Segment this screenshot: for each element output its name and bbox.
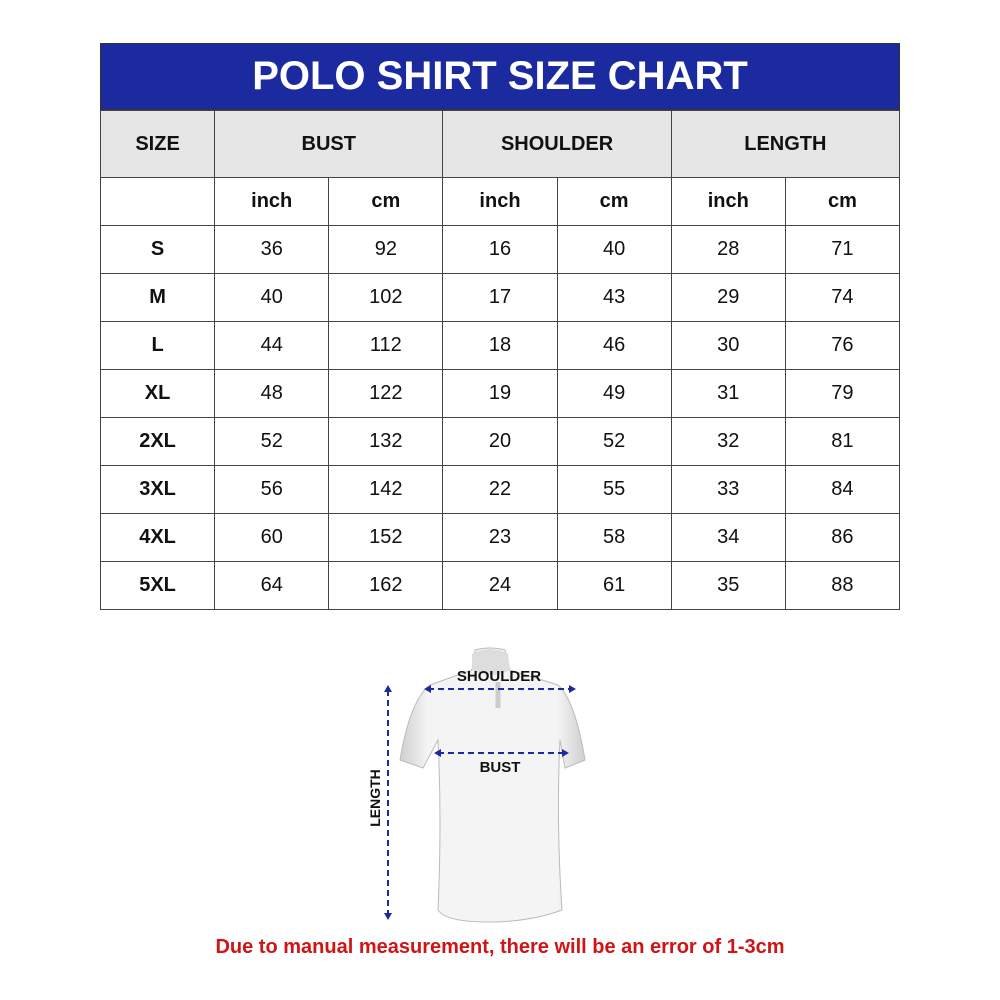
value-cell: 60 xyxy=(214,513,330,562)
unit-cell: cm xyxy=(328,177,444,226)
value-cell: 36 xyxy=(214,225,330,274)
size-cell: 4XL xyxy=(99,513,216,562)
size-cell: 3XL xyxy=(99,465,216,514)
size-cell: 5XL xyxy=(99,561,216,610)
unit-cell: inch xyxy=(670,177,786,226)
value-cell: 52 xyxy=(214,417,330,466)
length-label: LENGTH xyxy=(367,769,383,827)
value-cell: 32 xyxy=(670,417,786,466)
value-cell: 29 xyxy=(670,273,786,322)
value-cell: 88 xyxy=(784,561,901,610)
size-cell: M xyxy=(99,273,216,322)
unit-cell: inch xyxy=(214,177,330,226)
value-cell: 18 xyxy=(442,321,558,370)
value-cell: 40 xyxy=(214,273,330,322)
value-cell: 48 xyxy=(214,369,330,418)
value-cell: 61 xyxy=(556,561,672,610)
value-cell: 16 xyxy=(442,225,558,274)
value-cell: 40 xyxy=(556,225,672,274)
unit-cell: cm xyxy=(784,177,901,226)
shoulder-label: SHOULDER xyxy=(457,668,541,685)
header-row: SIZE BUST SHOULDER LENGTH xyxy=(99,110,901,178)
unit-row: inch cm inch cm inch cm xyxy=(99,177,901,226)
table-row: 3XL 56 142 22 55 33 84 xyxy=(99,465,901,514)
value-cell: 81 xyxy=(784,417,901,466)
collar xyxy=(472,649,510,675)
size-cell: XL xyxy=(99,369,216,418)
value-cell: 55 xyxy=(556,465,672,514)
value-cell: 22 xyxy=(442,465,558,514)
value-cell: 162 xyxy=(328,561,444,610)
value-cell: 17 xyxy=(442,273,558,322)
table-row: L 44 112 18 46 30 76 xyxy=(99,321,901,370)
bust-label: BUST xyxy=(480,759,521,776)
value-cell: 23 xyxy=(442,513,558,562)
value-cell: 142 xyxy=(328,465,444,514)
shirt-body xyxy=(399,647,586,923)
value-cell: 49 xyxy=(556,369,672,418)
value-cell: 30 xyxy=(670,321,786,370)
value-cell: 52 xyxy=(556,417,672,466)
size-table: SIZE BUST SHOULDER LENGTH inch cm inch c… xyxy=(99,110,901,610)
table-row: 2XL 52 132 20 52 32 81 xyxy=(99,417,901,466)
value-cell: 122 xyxy=(328,369,444,418)
header-length: LENGTH xyxy=(670,110,901,178)
value-cell: 76 xyxy=(784,321,901,370)
value-cell: 71 xyxy=(784,225,901,274)
table-row: 4XL 60 152 23 58 34 86 xyxy=(99,513,901,562)
value-cell: 102 xyxy=(328,273,444,322)
value-cell: 20 xyxy=(442,417,558,466)
value-cell: 74 xyxy=(784,273,901,322)
value-cell: 28 xyxy=(670,225,786,274)
value-cell: 79 xyxy=(784,369,901,418)
header-bust: BUST xyxy=(214,110,444,178)
polo-shirt-diagram: SHOULDER BUST LENGTH xyxy=(367,647,586,923)
value-cell: 34 xyxy=(670,513,786,562)
value-cell: 31 xyxy=(670,369,786,418)
value-cell: 56 xyxy=(214,465,330,514)
chart-title: POLO SHIRT SIZE CHART xyxy=(100,43,900,110)
table-row: M 40 102 17 43 29 74 xyxy=(99,273,901,322)
measurement-note: Due to manual measurement, there will be… xyxy=(215,936,785,958)
value-cell: 84 xyxy=(784,465,901,514)
value-cell: 64 xyxy=(214,561,330,610)
value-cell: 132 xyxy=(328,417,444,466)
value-cell: 24 xyxy=(442,561,558,610)
size-cell: S xyxy=(99,225,216,274)
table-row: S 36 92 16 40 28 71 xyxy=(99,225,901,274)
table-row: 5XL 64 162 24 61 35 88 xyxy=(99,561,901,610)
value-cell: 152 xyxy=(328,513,444,562)
unit-cell: cm xyxy=(556,177,672,226)
value-cell: 92 xyxy=(328,225,444,274)
unit-blank xyxy=(99,177,216,226)
value-cell: 112 xyxy=(328,321,444,370)
value-cell: 33 xyxy=(670,465,786,514)
value-cell: 46 xyxy=(556,321,672,370)
value-cell: 58 xyxy=(556,513,672,562)
value-cell: 19 xyxy=(442,369,558,418)
unit-cell: inch xyxy=(442,177,558,226)
size-cell: 2XL xyxy=(99,417,216,466)
value-cell: 43 xyxy=(556,273,672,322)
header-shoulder: SHOULDER xyxy=(442,110,672,178)
table-row: XL 48 122 19 49 31 79 xyxy=(99,369,901,418)
header-size: SIZE xyxy=(99,110,216,178)
size-cell: L xyxy=(99,321,216,370)
value-cell: 35 xyxy=(670,561,786,610)
value-cell: 44 xyxy=(214,321,330,370)
value-cell: 86 xyxy=(784,513,901,562)
